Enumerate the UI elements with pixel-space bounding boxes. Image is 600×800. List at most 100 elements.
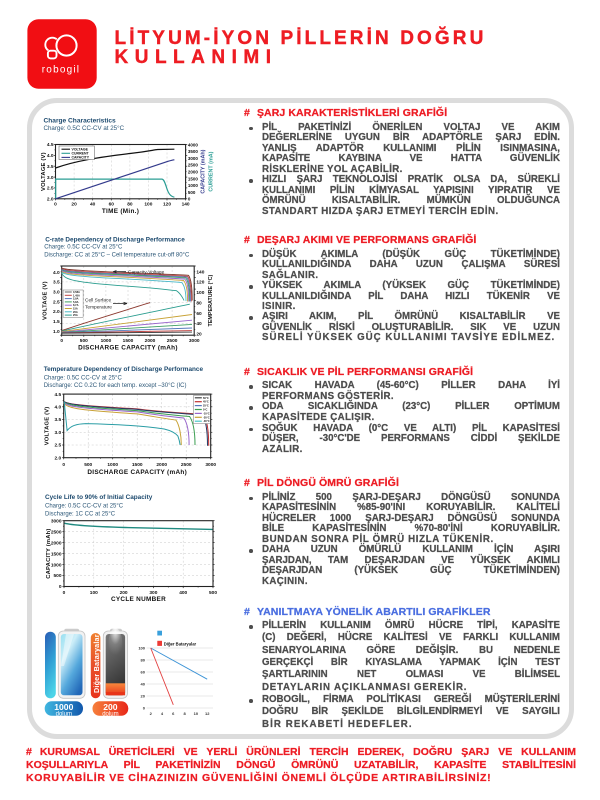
- svg-text:100: 100: [138, 646, 145, 651]
- svg-text:120: 120: [196, 280, 204, 286]
- svg-text:Temperature: Temperature: [85, 305, 112, 311]
- svg-text:2000: 2000: [188, 170, 199, 175]
- svg-text:2.0: 2.0: [47, 197, 54, 203]
- svg-text:1.5: 1.5: [53, 319, 60, 325]
- svg-text:2.5: 2.5: [47, 186, 54, 192]
- svg-text:0: 0: [63, 590, 66, 596]
- svg-text:-30°C: -30°C: [203, 419, 210, 423]
- svg-text:TEMPERATURE (°C): TEMPERATURE (°C): [208, 275, 214, 327]
- svg-text:0°C: 0°C: [203, 408, 207, 412]
- svg-text:1000: 1000: [51, 562, 62, 568]
- svg-text:100: 100: [144, 202, 152, 208]
- svg-text:0: 0: [188, 197, 191, 202]
- svg-text:140: 140: [196, 269, 204, 275]
- svg-text:4.0: 4.0: [47, 153, 54, 159]
- svg-text:Diğer Bataryalar: Diğer Bataryalar: [164, 641, 197, 646]
- svg-text:0: 0: [143, 706, 146, 711]
- svg-text:Diğer Bataryalar: Diğer Bataryalar: [92, 634, 101, 693]
- svg-text:2000: 2000: [145, 338, 156, 344]
- svg-text:80: 80: [141, 658, 146, 663]
- svg-text:0,58A: 0,58A: [73, 290, 80, 294]
- svg-text:2500: 2500: [188, 163, 199, 168]
- svg-text:3000: 3000: [188, 156, 199, 161]
- svg-text:VOLTAGE (V): VOLTAGE (V): [43, 281, 49, 320]
- svg-text:1000: 1000: [107, 462, 118, 468]
- svg-text:4.5: 4.5: [47, 142, 54, 148]
- svg-text:4.5: 4.5: [55, 392, 62, 398]
- svg-text:3.5: 3.5: [53, 280, 60, 286]
- svg-text:0: 0: [54, 202, 57, 208]
- svg-text:100: 100: [196, 290, 204, 296]
- svg-text:0: 0: [60, 338, 63, 344]
- svg-text:4.0: 4.0: [53, 270, 60, 276]
- svg-text:CAPACITY: CAPACITY: [72, 156, 90, 160]
- svg-text:Charge: 0.5C CC-CV at 25°C: Charge: 0.5C CC-CV at 25°C: [44, 245, 123, 251]
- svg-text:VOLTAGE (V): VOLTAGE (V): [41, 152, 47, 191]
- svg-text:VOLTAGE: VOLTAGE: [72, 147, 89, 151]
- svg-text:20: 20: [196, 332, 202, 338]
- svg-text:Charge: 0.5C CC-CV at 25°C: Charge: 0.5C CC-CV at 25°C: [44, 125, 125, 132]
- svg-text:5,8A: 5,8A: [73, 300, 79, 304]
- svg-text:Discharge: 1C CC at 25°C: Discharge: 1C CC at 25°C: [45, 512, 116, 518]
- svg-text:0: 0: [62, 462, 65, 468]
- svg-text:2,9A: 2,9A: [73, 297, 79, 301]
- svg-text:2.5: 2.5: [55, 443, 62, 449]
- svg-text:3500: 3500: [188, 149, 199, 154]
- svg-text:CYCLE NUMBER: CYCLE NUMBER: [111, 596, 166, 603]
- svg-text:2: 2: [150, 711, 153, 716]
- svg-text:80: 80: [196, 300, 202, 306]
- svg-text:8,7A: 8,7A: [73, 303, 79, 307]
- svg-text:300: 300: [149, 590, 157, 596]
- svg-text:25A: 25A: [73, 313, 78, 317]
- svg-text:2000: 2000: [156, 462, 167, 468]
- svg-text:1500: 1500: [188, 176, 199, 181]
- svg-text:500: 500: [209, 590, 217, 596]
- svg-text:200: 200: [103, 702, 118, 712]
- svg-text:Temperature Dependency of Disc: Temperature Dependency of Discharge Perf…: [44, 366, 204, 373]
- svg-text:C-rate Dependency of Discharge: C-rate Dependency of Discharge Performan…: [45, 236, 185, 243]
- svg-text:15A: 15A: [73, 307, 78, 311]
- svg-text:2000: 2000: [51, 540, 62, 546]
- svg-text:4000: 4000: [188, 142, 199, 147]
- svg-text:2.0: 2.0: [53, 309, 60, 315]
- svg-text:CURRENT: CURRENT: [72, 152, 90, 156]
- svg-text:1.0: 1.0: [53, 329, 60, 335]
- svg-text:Cell Surface: Cell Surface: [85, 298, 111, 304]
- svg-text:3.5: 3.5: [55, 417, 62, 423]
- svg-text:1500: 1500: [123, 338, 134, 344]
- svg-text:40: 40: [90, 202, 96, 208]
- svg-text:2.5: 2.5: [53, 299, 60, 305]
- svg-text:40: 40: [141, 682, 146, 687]
- svg-text:140: 140: [182, 202, 190, 208]
- svg-text:2500: 2500: [51, 529, 62, 535]
- svg-text:dolum: dolum: [56, 711, 72, 717]
- svg-text:40: 40: [196, 321, 202, 327]
- svg-text:200: 200: [120, 590, 128, 596]
- svg-text:20A: 20A: [73, 310, 78, 314]
- svg-text:0: 0: [59, 584, 62, 590]
- svg-text:Charge Characteristics: Charge Characteristics: [44, 118, 117, 125]
- svg-text:2500: 2500: [167, 338, 178, 344]
- svg-text:60: 60: [109, 202, 115, 208]
- svg-text:CURRENT (mA): CURRENT (mA): [209, 151, 215, 191]
- svg-text:8: 8: [183, 711, 186, 716]
- svg-text:6: 6: [172, 711, 175, 716]
- svg-text:20: 20: [141, 694, 146, 699]
- svg-text:500: 500: [53, 573, 61, 579]
- svg-text:1,45A: 1,45A: [73, 293, 80, 297]
- svg-text:80: 80: [127, 202, 133, 208]
- svg-text:12: 12: [205, 711, 210, 716]
- svg-text:Capacity-Voltage: Capacity-Voltage: [128, 270, 165, 276]
- svg-text:2500: 2500: [181, 462, 192, 468]
- svg-text:Discharge: CC 0.2C for each te: Discharge: CC 0.2C for each temp. except…: [44, 383, 187, 389]
- svg-text:1000: 1000: [54, 702, 73, 712]
- svg-text:60°C: 60°C: [203, 396, 209, 400]
- svg-text:VOLTAGE (V): VOLTAGE (V): [45, 407, 51, 446]
- svg-text:20: 20: [71, 202, 77, 208]
- svg-text:3000: 3000: [189, 338, 200, 344]
- svg-text:-10°C: -10°C: [203, 411, 210, 415]
- svg-text:4: 4: [161, 711, 164, 716]
- svg-text:60: 60: [196, 311, 202, 317]
- svg-text:45°C: 45°C: [203, 400, 209, 404]
- svg-text:CAPACITY (mAh): CAPACITY (mAh): [46, 528, 52, 578]
